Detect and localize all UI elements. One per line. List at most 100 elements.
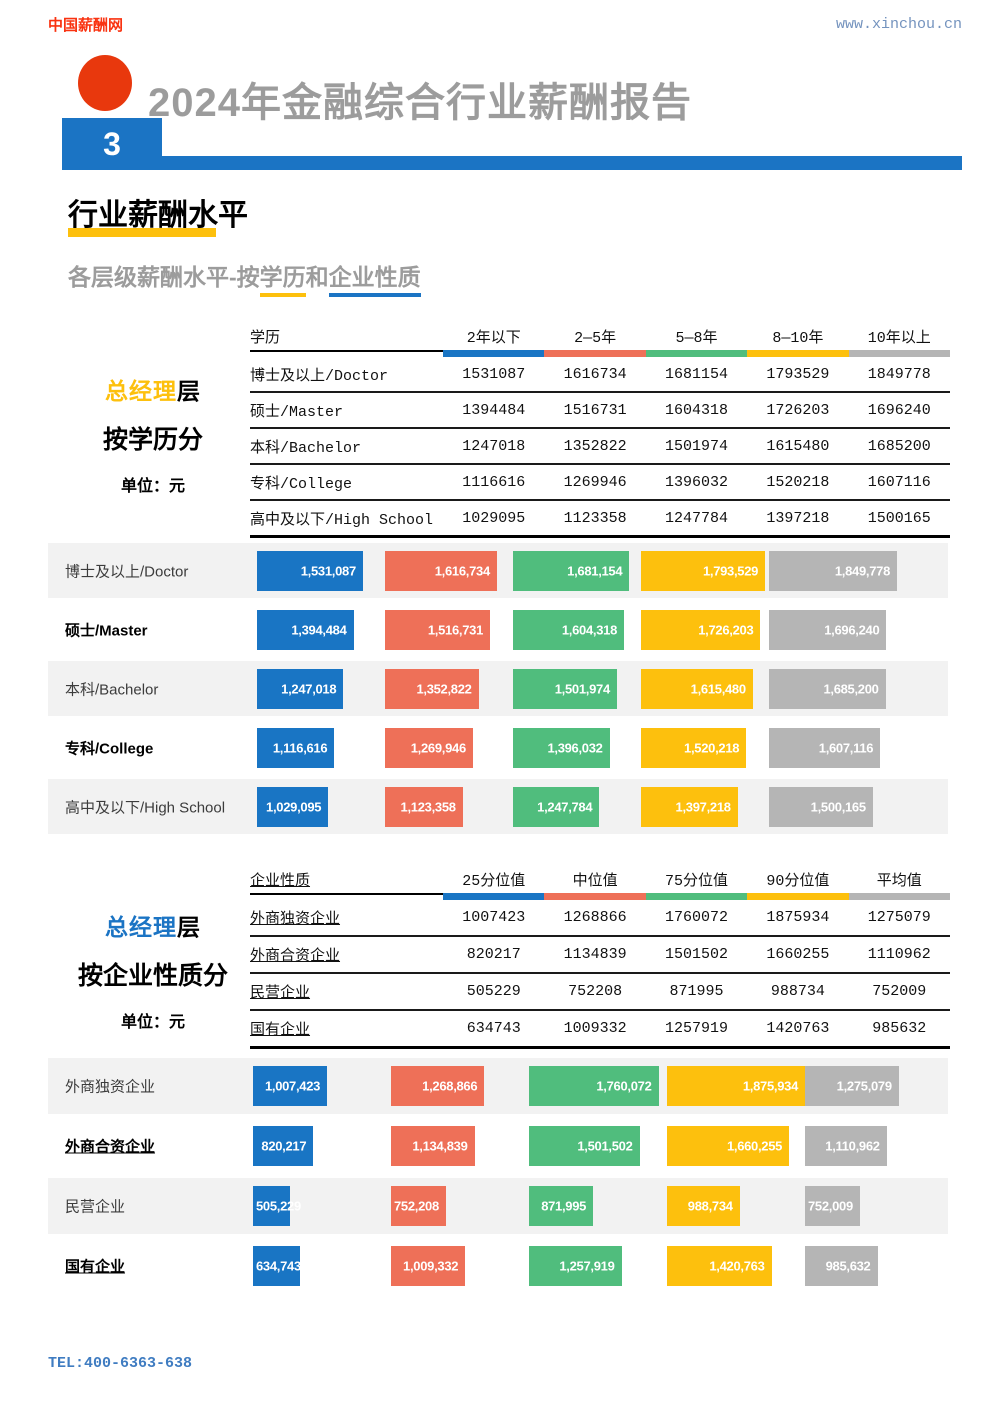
education-salary-table: 学历 2年以下 2—5年 5—8年 8—10年 10年以上 博士及以上/Doctor 1531… <box>250 323 950 538</box>
chart-row: 外商独资企业 1,007,423 1,268,866 1,760,072 1,875,9… <box>48 1058 948 1114</box>
bar: 1,397,218 <box>641 786 738 827</box>
bar: 1,110,962 <box>805 1126 887 1166</box>
bar-value-label: 1,110,962 <box>825 1138 880 1154</box>
value-cell: 871995 <box>669 983 724 1000</box>
bar-value-label: 1,681,154 <box>567 563 623 578</box>
series-color-stripe <box>443 350 545 357</box>
side-label-unit: 单位：元 <box>120 1014 185 1031</box>
bar-slot: 1,397,218 <box>641 779 769 834</box>
bar-value-label: 1,268,866 <box>422 1078 478 1094</box>
chart-row: 博士及以上/Doctor 1,531,087 1,616,734 1,681,154 1… <box>48 543 948 598</box>
header-rule <box>250 893 443 900</box>
website-url: www.xinchou.cn <box>835 16 962 33</box>
bar-value-label: 752,208 <box>394 1198 439 1214</box>
value-cell: 1615480 <box>766 437 830 455</box>
page-number-badge: 3 <box>62 118 162 170</box>
bar-value-label: 1,029,095 <box>266 799 322 814</box>
bar: 1,257,919 <box>529 1246 622 1286</box>
bar: 1,726,203 <box>641 609 761 650</box>
contact-phone: TEL:400-6363-638 <box>48 1355 193 1372</box>
value-cell: 1257919 <box>664 1020 728 1037</box>
value-cell: 1247018 <box>462 437 526 455</box>
bar-slot: 1,110,962 <box>805 1118 943 1174</box>
bar-group: 1,007,423 1,268,866 1,760,072 1,875,934 1,27… <box>253 1058 943 1114</box>
bar-slot: 1,396,032 <box>513 720 641 775</box>
row-label-cell: 硕士/Master <box>250 403 344 421</box>
chart-row-label: 博士及以上/Doctor <box>65 563 189 580</box>
bar-value-label: 1,257,919 <box>559 1258 615 1274</box>
value-cell: 1500165 <box>867 509 931 527</box>
value-cell: 1247784 <box>664 509 728 527</box>
bar-value-label: 1,660,255 <box>726 1138 783 1154</box>
series-color-stripe <box>848 350 950 357</box>
bar-value-label: 1,134,839 <box>412 1138 468 1154</box>
bar: 1,007,423 <box>253 1066 328 1106</box>
section-title: 行业薪酬水平 <box>68 199 248 232</box>
bar-group: 1,531,087 1,616,734 1,681,154 1,793,529 1,84… <box>257 543 897 598</box>
bar-value-label: 985,632 <box>825 1258 871 1274</box>
side-label-group: 按企业性质分 <box>77 962 228 990</box>
value-cell: 988734 <box>770 983 825 1000</box>
bar-group: 820,217 1,134,839 1,501,502 1,660,255 1,110,… <box>253 1118 943 1174</box>
bar: 1,029,095 <box>257 786 329 827</box>
header-divider-bar <box>62 156 962 170</box>
table-row: 硕士/Master 1394484 1516731 1604318 1726203 169… <box>250 393 950 429</box>
table-row: 国有企业 634743 1009332 1257919 1420763 985632 <box>250 1011 950 1049</box>
value-cell: 1396032 <box>664 473 728 491</box>
chart-row-label: 外商合资企业 <box>65 1138 156 1156</box>
table-column-header: 8—10年 <box>772 330 824 347</box>
value-cell: 1007423 <box>462 909 526 926</box>
bar-slot: 1,616,734 <box>385 543 513 598</box>
subtitle-and: 和 <box>305 264 329 290</box>
row-label-cell: 民营企业 <box>250 985 311 1002</box>
bar-value-label: 1,123,358 <box>400 799 456 814</box>
bar-value-label: 1,269,946 <box>410 740 466 755</box>
bar-value-label: 1,396,032 <box>547 740 603 755</box>
bar-slot: 1,134,839 <box>391 1118 529 1174</box>
table-first-header: 企业性质 <box>250 873 311 890</box>
bar: 820,217 <box>253 1126 314 1166</box>
bar: 1,009,332 <box>391 1246 466 1286</box>
bar-value-label: 871,995 <box>541 1198 587 1214</box>
bar-slot: 1,875,934 <box>667 1058 805 1114</box>
value-cell: 1793529 <box>766 365 830 383</box>
bar-value-label: 1,849,778 <box>834 563 890 578</box>
series-color-stripe <box>848 893 950 900</box>
bar-value-label: 1,420,763 <box>709 1258 765 1274</box>
value-cell: 505229 <box>466 983 521 1000</box>
bar-slot: 1,660,255 <box>667 1118 805 1174</box>
value-cell: 1029095 <box>462 509 526 527</box>
bar-slot: 1,029,095 <box>257 779 385 834</box>
bar-group: 1,116,616 1,269,946 1,396,032 1,520,218 1,60… <box>257 720 897 775</box>
table-row: 专科/College 1116616 1269946 1396032 1520218 16… <box>250 465 950 501</box>
side-label-unit: 单位：元 <box>120 478 185 495</box>
table-column-header: 中位值 <box>572 873 618 890</box>
chart-row: 专科/College 1,116,616 1,269,946 1,396,032 1,5… <box>48 720 948 775</box>
bar-slot: 1,268,866 <box>391 1058 529 1114</box>
row-label-cell: 博士及以上/Doctor <box>250 367 389 385</box>
bar-group: 1,029,095 1,123,358 1,247,784 1,397,218 1,50… <box>257 779 897 834</box>
table-row: 本科/Bachelor 1247018 1352822 1501974 1615480 1… <box>250 429 950 465</box>
value-cell: 1685200 <box>867 437 931 455</box>
table-column-header: 10年以上 <box>867 330 931 347</box>
chart-row: 民营企业 505,229 752,208 871,995 988,734 752,009 <box>48 1178 948 1234</box>
bar: 1,615,480 <box>641 668 753 709</box>
series-color-stripe <box>544 893 646 900</box>
bar: 1,247,784 <box>513 786 600 827</box>
bar-slot: 1,531,087 <box>257 543 385 598</box>
bar: 1,520,218 <box>641 727 747 768</box>
value-cell: 1123358 <box>563 509 627 527</box>
table-column-header: 5—8年 <box>675 330 718 347</box>
bar-value-label: 1,397,218 <box>675 799 731 814</box>
bar-slot: 1,726,203 <box>641 602 769 657</box>
bar-slot: 1,793,529 <box>641 543 769 598</box>
value-cell: 1660255 <box>766 946 830 963</box>
bar-group: 1,247,018 1,352,822 1,501,974 1,615,480 1,68… <box>257 661 897 716</box>
bar-value-label: 634,743 <box>256 1258 301 1274</box>
value-cell: 1420763 <box>766 1020 830 1037</box>
chart-row-label: 国有企业 <box>65 1258 126 1276</box>
side-label-role-highlight: 总经理 <box>105 378 177 404</box>
bar: 634,743 <box>253 1246 301 1286</box>
subtitle-education-highlight: 学历 <box>259 258 306 297</box>
bar-value-label: 1,009,332 <box>403 1258 459 1274</box>
